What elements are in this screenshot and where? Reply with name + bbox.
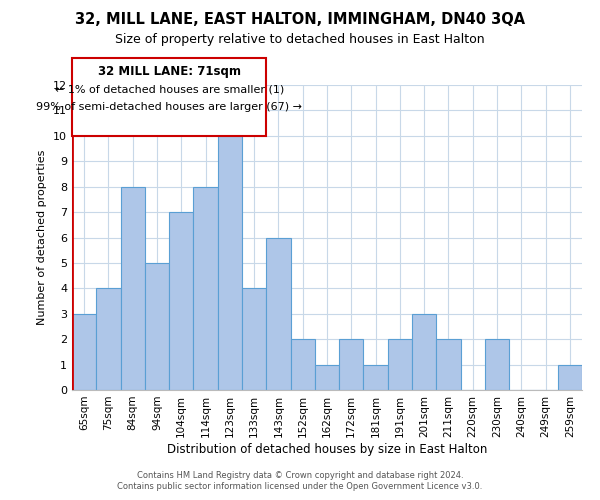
Bar	[315, 364, 339, 390]
Bar	[193, 186, 218, 390]
Bar	[145, 263, 169, 390]
Bar	[339, 339, 364, 390]
Bar	[364, 364, 388, 390]
Bar	[96, 288, 121, 390]
Bar	[290, 339, 315, 390]
Bar	[242, 288, 266, 390]
Bar	[388, 339, 412, 390]
Bar	[485, 339, 509, 390]
Text: ← 1% of detached houses are smaller (1): ← 1% of detached houses are smaller (1)	[55, 85, 284, 95]
Text: 32, MILL LANE, EAST HALTON, IMMINGHAM, DN40 3QA: 32, MILL LANE, EAST HALTON, IMMINGHAM, D…	[75, 12, 525, 28]
Text: Size of property relative to detached houses in East Halton: Size of property relative to detached ho…	[115, 32, 485, 46]
Text: Contains HM Land Registry data © Crown copyright and database right 2024.: Contains HM Land Registry data © Crown c…	[137, 471, 463, 480]
Text: Contains public sector information licensed under the Open Government Licence v3: Contains public sector information licen…	[118, 482, 482, 491]
Bar	[412, 314, 436, 390]
Bar	[169, 212, 193, 390]
Bar	[436, 339, 461, 390]
Text: 99% of semi-detached houses are larger (67) →: 99% of semi-detached houses are larger (…	[36, 102, 302, 113]
Text: 32 MILL LANE: 71sqm: 32 MILL LANE: 71sqm	[98, 65, 241, 78]
Bar	[218, 136, 242, 390]
Bar	[558, 364, 582, 390]
Y-axis label: Number of detached properties: Number of detached properties	[37, 150, 47, 325]
Bar	[72, 314, 96, 390]
Bar	[266, 238, 290, 390]
X-axis label: Distribution of detached houses by size in East Halton: Distribution of detached houses by size …	[167, 442, 487, 456]
Bar	[121, 186, 145, 390]
